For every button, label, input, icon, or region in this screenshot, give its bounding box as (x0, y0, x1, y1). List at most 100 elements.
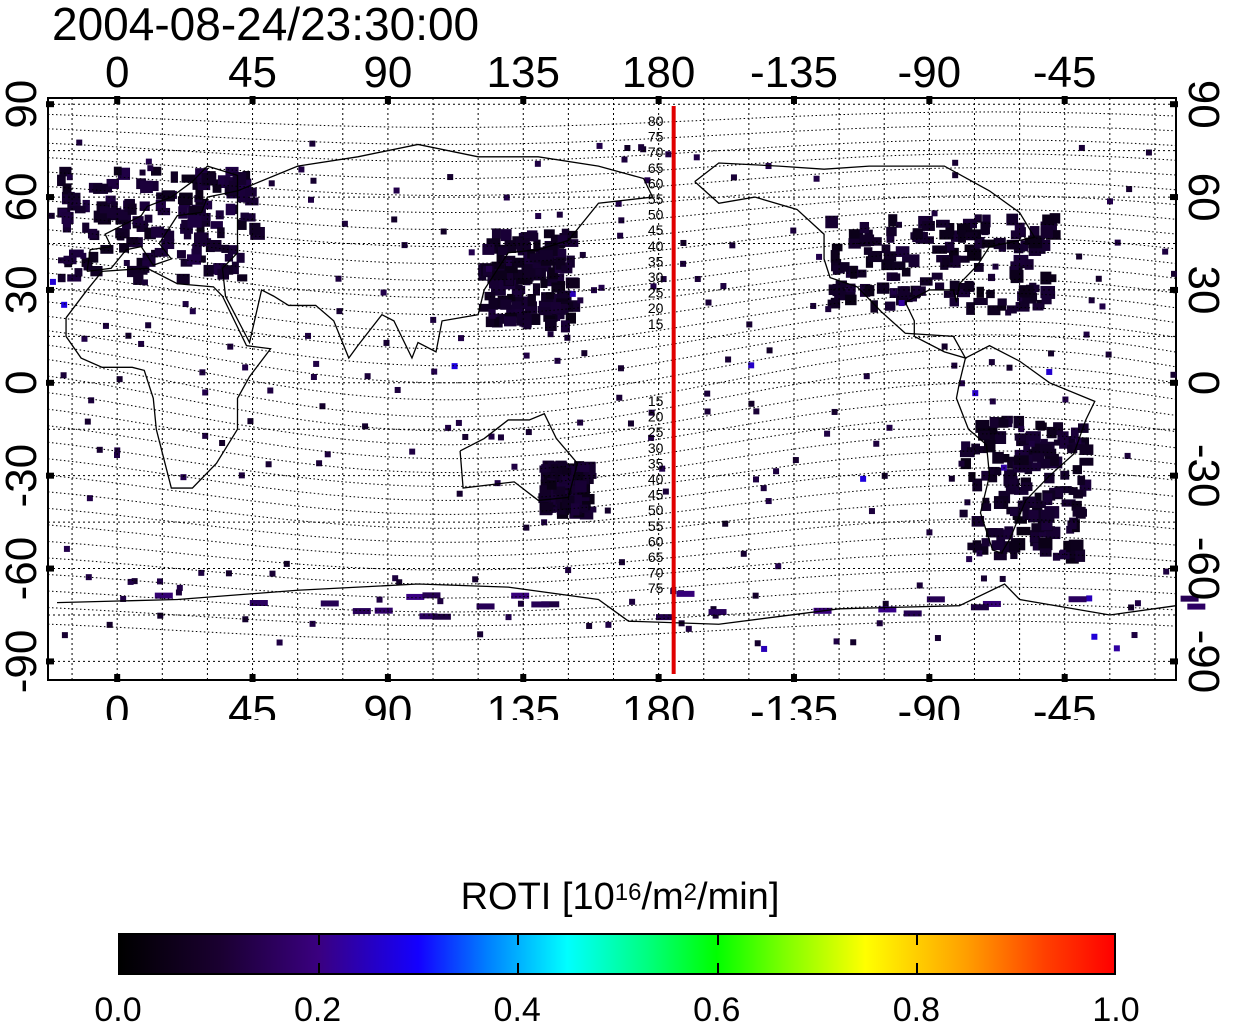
colorbar-title-mid: /m (641, 876, 684, 918)
roti-cell-north-america (1040, 227, 1053, 239)
mlat-label-north: 30 (648, 269, 664, 285)
roti-cell-north-america (1022, 292, 1037, 304)
roti-cell-south-america (1067, 444, 1078, 454)
colorbar-label: 0.6 (693, 991, 741, 1029)
roti-map: 8075706560555045403530252015152025303540… (0, 48, 1228, 720)
roti-cell-north-america (896, 293, 908, 306)
lat-label-right: 60 (1179, 173, 1228, 222)
roti-cell-antarctica (656, 614, 675, 621)
lon-tick-top (790, 96, 797, 104)
roti-cell-europe (127, 203, 137, 215)
roti-cell (180, 474, 187, 481)
roti-cell-antarctica (406, 593, 425, 600)
roti-cell-japan-korea (546, 292, 555, 300)
roti-cell-europe (110, 201, 118, 209)
roti-cell (451, 363, 458, 370)
roti-cell-europe (221, 244, 230, 253)
roti-cell (773, 468, 780, 475)
roti-cell-antarctica (352, 608, 371, 615)
lat-label-left: -60 (0, 537, 46, 601)
mlat-label-north: 15 (648, 316, 664, 332)
roti-cell-north-america (845, 294, 857, 306)
mlat-contour (47, 181, 1177, 214)
roti-cell (468, 249, 475, 256)
roti-cell (394, 386, 401, 393)
colorbar-title-suffix: /min] (697, 876, 780, 918)
roti-cell-antarctica (708, 609, 727, 616)
roti-cell-europe (100, 244, 114, 254)
roti-cell-australia (576, 463, 590, 475)
roti-cell-north-america (997, 302, 1007, 311)
roti-cell (972, 390, 979, 397)
roti-cell-japan-korea (550, 236, 560, 244)
roti-cell-europe (154, 247, 168, 257)
roti-cell-europe (237, 274, 248, 282)
roti-cell-europe (67, 274, 82, 282)
roti-cell (517, 600, 524, 607)
mlat-label-south: 20 (648, 409, 664, 425)
roti-cell-europe (105, 195, 116, 205)
roti-cell-south-america (983, 439, 996, 453)
roti-cell (336, 308, 343, 315)
lat-label-right: 30 (1179, 265, 1228, 314)
roti-cell-south-america (1013, 415, 1025, 429)
mlat-contour (47, 450, 1177, 501)
roti-cell-north-america (973, 297, 988, 306)
roti-cell (88, 397, 95, 404)
roti-cell (1091, 633, 1098, 640)
roti-cell-south-america (1059, 438, 1069, 449)
mlat-label-north: 80 (648, 113, 664, 129)
roti-cell-north-america (980, 221, 990, 235)
roti-cell-europe (215, 210, 224, 220)
roti-cell (81, 335, 88, 342)
roti-cell (431, 368, 438, 375)
roti-cell (535, 213, 542, 220)
roti-cell-australia (575, 480, 587, 493)
roti-cell (84, 418, 91, 425)
mlat-contour (47, 569, 1177, 599)
roti-cell (96, 446, 103, 453)
roti-cell (618, 217, 625, 224)
roti-cell (680, 239, 687, 246)
roti-cell-north-america (830, 250, 840, 263)
roti-cell-south-america (1032, 542, 1042, 551)
mlat-contour (47, 167, 1177, 197)
roti-cell (860, 475, 867, 482)
roti-cell-europe (196, 216, 211, 227)
mlat-contour (47, 125, 1177, 145)
roti-cell-europe (183, 230, 192, 240)
roti-cell (141, 279, 148, 286)
roti-cell (175, 589, 182, 596)
mlat-label-north: 45 (648, 222, 664, 238)
roti-cell-europe (67, 192, 81, 201)
roti-cell (1095, 275, 1102, 282)
roti-cell (863, 373, 870, 380)
roti-cell (298, 166, 305, 173)
roti-cell-europe (192, 243, 202, 256)
roti-cell-europe (225, 203, 236, 216)
lon-label-bottom: -45 (1033, 687, 1097, 720)
roti-cell-south-america (959, 509, 968, 518)
roti-cell-south-america (992, 451, 1004, 464)
mlat-label-south: 60 (648, 533, 664, 549)
roti-cell-north-america (881, 259, 895, 271)
lon-label-top: 0 (105, 48, 129, 97)
roti-cell-south-america (1072, 442, 1086, 450)
roti-cell (964, 499, 971, 506)
roti-cell-australia (570, 503, 580, 516)
roti-cell (283, 560, 290, 567)
roti-cell-north-america (976, 286, 984, 298)
roti-cell-north-america (859, 221, 870, 234)
roti-cell-europe (201, 172, 217, 186)
mlat-label-north: 65 (648, 160, 664, 176)
roti-cell-south-america (993, 418, 1009, 428)
roti-cell-north-america (1018, 285, 1034, 298)
roti-cell-north-america (1040, 285, 1056, 299)
roti-cell-japan-korea (543, 229, 555, 239)
mlat-contour (47, 250, 1177, 299)
roti-cell-antarctica (970, 604, 989, 611)
roti-cell-japan-korea (565, 277, 580, 289)
roti-cell (999, 575, 1006, 582)
roti-cell (616, 394, 623, 401)
roti-cell-europe (187, 215, 202, 228)
